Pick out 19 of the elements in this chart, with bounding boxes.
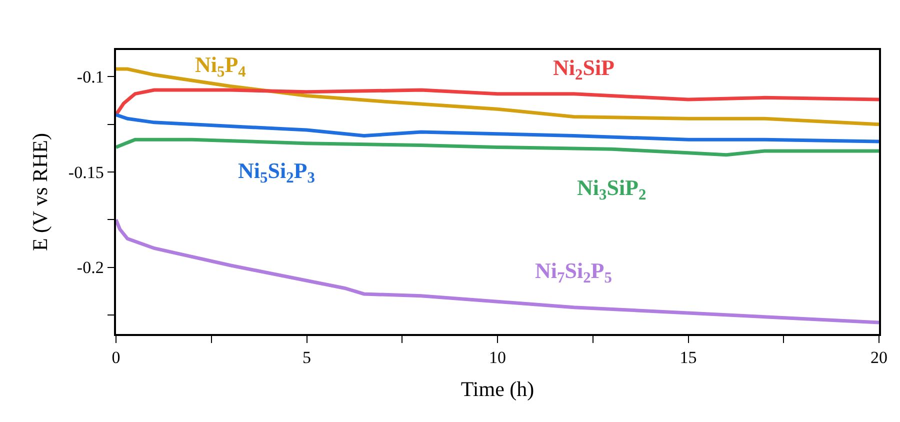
y-axis-title: E (V vs RHE) (28, 132, 52, 252)
y-tick-label: -0.15 (68, 162, 104, 182)
x-tick-label: 20 (870, 348, 888, 368)
x-tick-label: 5 (302, 348, 311, 368)
y-tick-label: -0.2 (76, 258, 104, 278)
series-label: Ni$_{2}$SiP (553, 55, 614, 84)
line-series (116, 218, 879, 324)
series-label: Ni$_{5}$Si$_{2}$P$_{3}$ (238, 158, 316, 187)
x-tick-label: 0 (112, 348, 120, 368)
line-series (116, 113, 879, 144)
line-series (116, 88, 879, 117)
series-label: Ni$_{5}$P$_{4}$ (195, 52, 246, 81)
series-label: Ni$_{7}$Si$_{2}$P$_{5}$ (535, 258, 612, 287)
line-series (116, 138, 879, 157)
series-label: Ni$_{3}$SiP$_{2}$ (577, 175, 646, 204)
x-tick-label: 15 (680, 348, 697, 368)
x-axis-title: Time (h) (460, 376, 534, 401)
x-tick-label: 10 (489, 348, 506, 368)
y-tick-label: -0.1 (76, 68, 104, 87)
